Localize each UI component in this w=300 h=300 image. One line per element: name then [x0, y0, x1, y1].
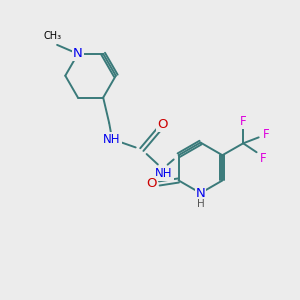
Text: F: F: [263, 128, 269, 141]
Text: H: H: [197, 200, 204, 209]
Text: NH: NH: [103, 133, 121, 146]
Text: N: N: [196, 187, 206, 200]
Text: F: F: [260, 152, 266, 165]
Text: O: O: [158, 118, 168, 131]
Text: F: F: [240, 115, 247, 128]
Text: NH: NH: [155, 167, 173, 180]
Text: CH₃: CH₃: [44, 31, 62, 41]
Text: O: O: [147, 177, 157, 190]
Text: N: N: [73, 47, 83, 60]
